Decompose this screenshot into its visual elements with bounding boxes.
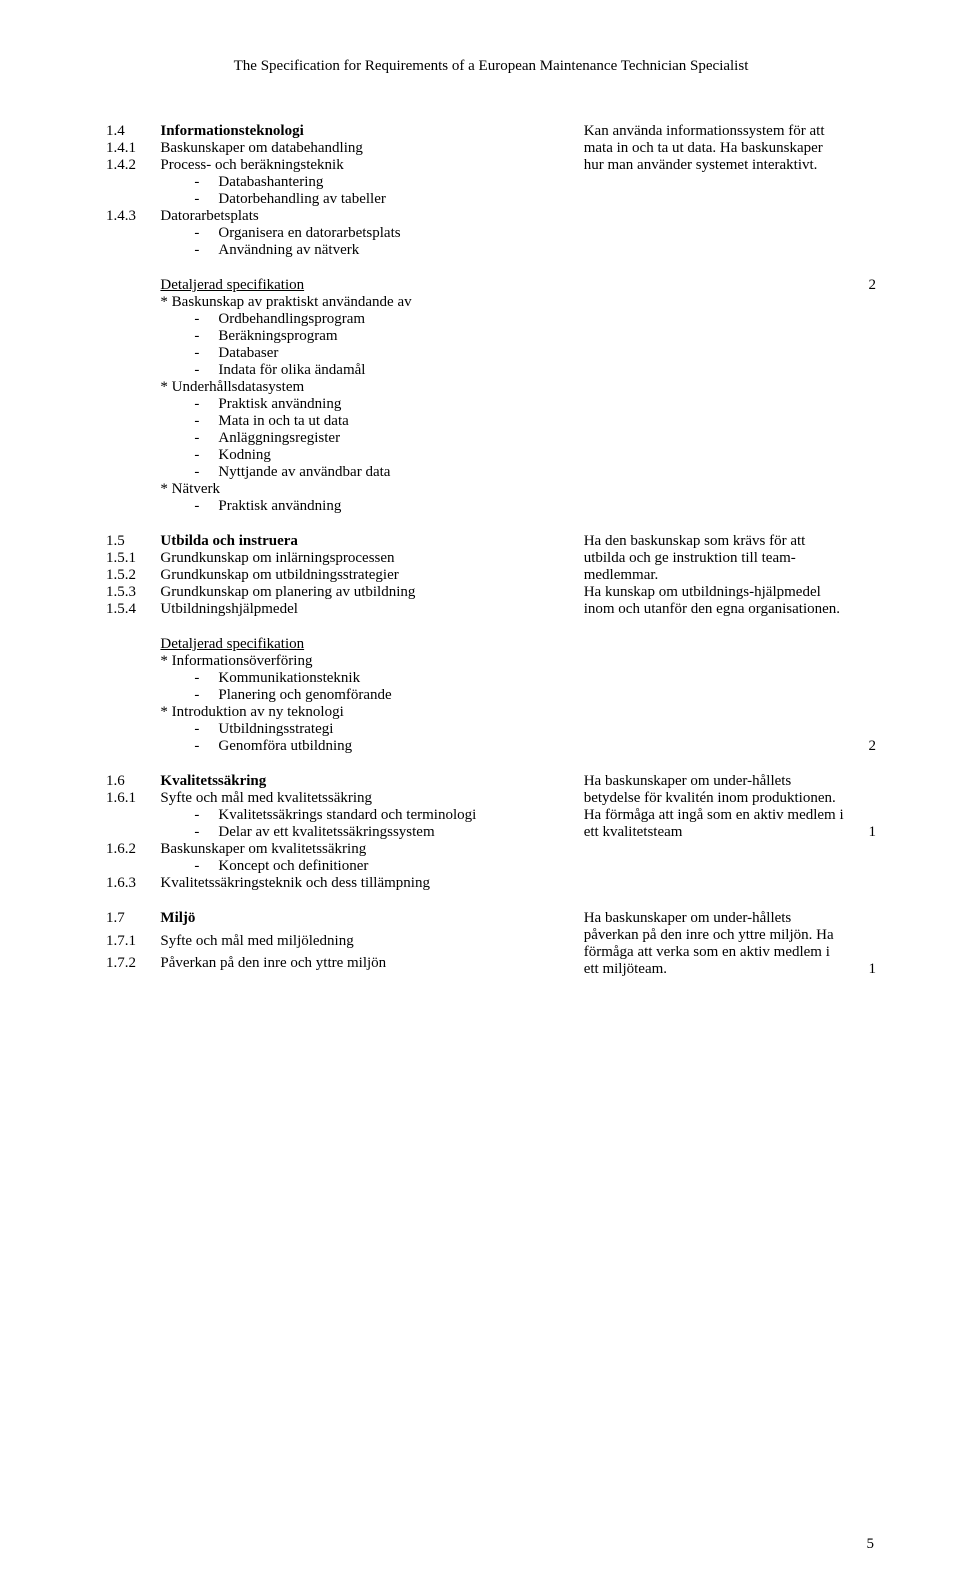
section-num: 1.4 bbox=[106, 123, 160, 140]
item-label: Datorarbetsplats bbox=[160, 208, 258, 224]
sub-item: Kvalitetssäkrings standard och terminolo… bbox=[194, 807, 583, 824]
competence-text: Ha den baskunskap som krävs för att utbi… bbox=[584, 533, 846, 755]
sub-item: Koncept och definitioner bbox=[194, 858, 583, 875]
score-value: 2 bbox=[846, 533, 876, 755]
sub-item: Planering och genomförande bbox=[194, 687, 583, 704]
item-text: Datorarbetsplats Organisera en datorarbe… bbox=[160, 208, 583, 259]
sub-item: Ordbehandlingsprogram bbox=[194, 311, 583, 328]
score-value: 2 bbox=[846, 277, 876, 515]
item-num: 1.7.1 bbox=[106, 933, 160, 956]
sub-item: Praktisk användning bbox=[194, 396, 583, 413]
detail-title: Detaljerad specifikation bbox=[160, 277, 583, 294]
item-text: Utbildningshjälpmedel bbox=[160, 601, 583, 618]
sub-item: Kommunikationsteknik bbox=[194, 670, 583, 687]
score-value: 1 bbox=[846, 910, 876, 978]
item-text: Grundkunskap om planering av utbildning bbox=[160, 584, 583, 601]
item-num: 1.6.3 bbox=[106, 875, 160, 892]
section-title: Informationsteknologi bbox=[160, 123, 583, 140]
item-num: 1.5.2 bbox=[106, 567, 160, 584]
detail-block: Detaljerad specifikation * Baskunskap av… bbox=[160, 277, 583, 515]
section-num: 1.7 bbox=[106, 910, 160, 933]
item-text: Påverkan på den inre och yttre miljön bbox=[160, 955, 583, 978]
item-num: 1.4.2 bbox=[106, 157, 160, 208]
document-table: 1.4 Informationsteknologi Kan använda in… bbox=[106, 123, 876, 978]
item-label: Syfte och mål med kvalitetssäkring bbox=[160, 790, 372, 806]
competence-text: Ha baskunskaper om under-hållets påverka… bbox=[584, 910, 846, 978]
item-num: 1.5.4 bbox=[106, 601, 160, 618]
section-title: Utbilda och instruera bbox=[160, 533, 583, 550]
sub-item: Genomföra utbildning bbox=[194, 738, 583, 755]
item-text: Kvalitetssäkringsteknik och dess tillämp… bbox=[160, 875, 583, 892]
detail-block: Detaljerad specifikation * Informationsö… bbox=[160, 618, 583, 755]
sub-item: Användning av nätverk bbox=[194, 242, 583, 259]
item-num: 1.6.2 bbox=[106, 841, 160, 875]
item-num: 1.5.3 bbox=[106, 584, 160, 601]
sub-item: Databaser bbox=[194, 345, 583, 362]
competence-text: Ha baskunskaper om under-hållets betydel… bbox=[584, 773, 846, 892]
item-num: 1.7.2 bbox=[106, 955, 160, 978]
page-number: 5 bbox=[867, 1536, 875, 1553]
item-num: 1.4.1 bbox=[106, 140, 160, 157]
section-num: 1.5 bbox=[106, 533, 160, 550]
item-text: Grundkunskap om inlärningsprocessen bbox=[160, 550, 583, 567]
item-text: Syfte och mål med miljöledning bbox=[160, 933, 583, 956]
sub-item: Delar av ett kvalitetssäkringssystem bbox=[194, 824, 583, 841]
section-num: 1.6 bbox=[106, 773, 160, 790]
sub-item: Nyttjande av användbar data bbox=[194, 464, 583, 481]
sub-item: Organisera en datorarbetsplats bbox=[194, 225, 583, 242]
item-num: 1.4.3 bbox=[106, 208, 160, 259]
item-label: Process- och beräkningsteknik bbox=[160, 157, 343, 173]
sub-item: Mata in och ta ut data bbox=[194, 413, 583, 430]
sub-item: Kodning bbox=[194, 447, 583, 464]
sub-item: Anläggningsregister bbox=[194, 430, 583, 447]
sub-item: Indata för olika ändamål bbox=[194, 362, 583, 379]
sub-item: Praktisk användning bbox=[194, 498, 583, 515]
item-text: Process- och beräkningsteknik Databashan… bbox=[160, 157, 583, 208]
sub-item: Datorbehandling av tabeller bbox=[194, 191, 583, 208]
item-num: 1.6.1 bbox=[106, 790, 160, 841]
star-item: * Informationsöverföring bbox=[160, 653, 583, 670]
star-item: * Underhållsdatasystem bbox=[160, 379, 583, 396]
page-header: The Specification for Requirements of a … bbox=[106, 58, 876, 75]
item-text: Baskunskaper om databehandling bbox=[160, 140, 583, 157]
item-text: Syfte och mål med kvalitetssäkring Kvali… bbox=[160, 790, 583, 841]
star-item: * Introduktion av ny teknologi bbox=[160, 704, 583, 721]
section-title: Kvalitetssäkring bbox=[160, 773, 583, 790]
score-value: 1 bbox=[846, 773, 876, 892]
score-cell bbox=[846, 123, 876, 259]
item-text: Baskunskaper om kvalitetssäkring Koncept… bbox=[160, 841, 583, 875]
competence-text: Kan använda informationssystem för att m… bbox=[584, 123, 846, 259]
detail-title: Detaljerad specifikation bbox=[160, 636, 583, 653]
item-text: Grundkunskap om utbildningsstrategier bbox=[160, 567, 583, 584]
item-label: Baskunskaper om kvalitetssäkring bbox=[160, 841, 366, 857]
sub-item: Utbildningsstrategi bbox=[194, 721, 583, 738]
sub-item: Beräkningsprogram bbox=[194, 328, 583, 345]
star-item: * Nätverk bbox=[160, 481, 583, 498]
star-item: * Baskunskap av praktiskt användande av bbox=[160, 294, 583, 311]
sub-item: Databashantering bbox=[194, 174, 583, 191]
item-num: 1.5.1 bbox=[106, 550, 160, 567]
section-title: Miljö bbox=[160, 910, 583, 933]
